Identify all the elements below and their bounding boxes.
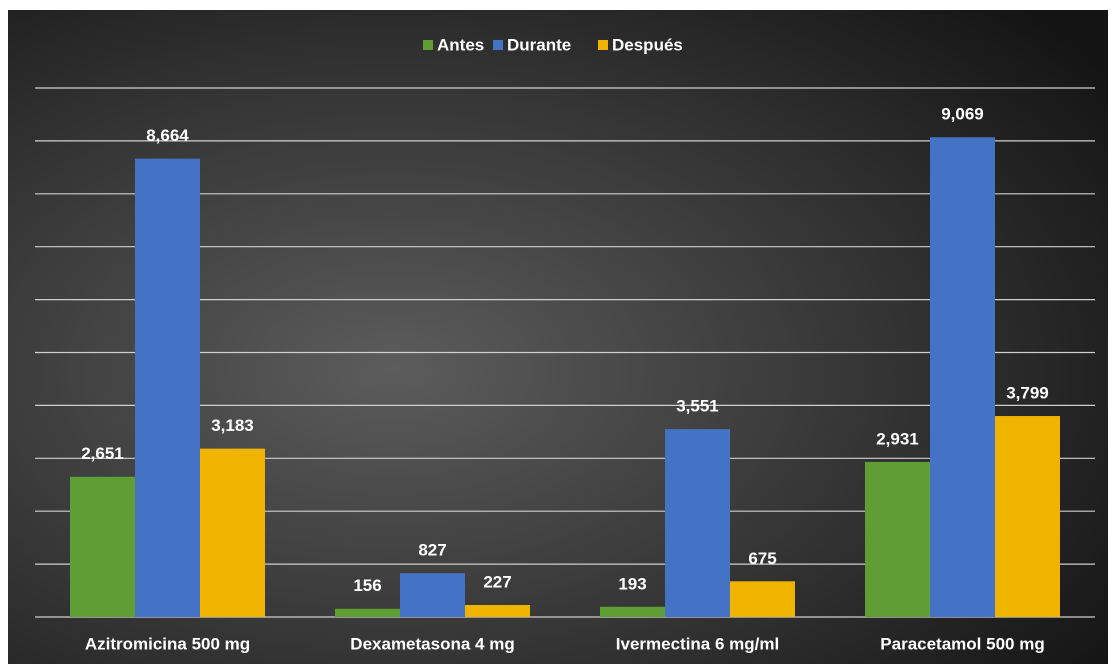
bar — [600, 606, 665, 617]
x-tick-label: Ivermectina 6 mg/ml — [616, 634, 779, 653]
data-label: 227 — [483, 572, 511, 591]
x-tick-label: Dexametasona 4 mg — [350, 634, 514, 653]
bar — [665, 429, 730, 617]
bar — [70, 476, 135, 617]
bar — [730, 581, 795, 617]
legend-label: Antes — [437, 35, 484, 54]
bar — [335, 608, 400, 617]
bar — [930, 137, 995, 618]
bar — [465, 604, 530, 617]
data-label: 3,183 — [211, 416, 254, 435]
legend-label: Después — [612, 35, 683, 54]
bar — [865, 461, 930, 617]
data-label: 827 — [418, 541, 446, 560]
data-label: 2,651 — [81, 444, 124, 463]
data-label: 675 — [748, 549, 776, 568]
data-label: 193 — [618, 574, 646, 593]
legend-swatch — [423, 40, 433, 50]
legend-label: Durante — [507, 35, 571, 54]
data-label: 3,551 — [676, 397, 719, 416]
bar — [400, 573, 465, 617]
data-label: 3,799 — [1006, 384, 1049, 403]
legend-swatch — [493, 40, 503, 50]
x-tick-label: Paracetamol 500 mg — [880, 634, 1044, 653]
bar — [135, 158, 200, 618]
x-tick-label: Azitromicina 500 mg — [85, 634, 250, 653]
data-label: 2,931 — [876, 429, 919, 448]
data-label: 9,069 — [941, 105, 984, 124]
bar — [995, 416, 1060, 617]
legend-swatch — [598, 40, 608, 50]
bar — [200, 448, 265, 617]
data-label: 8,664 — [146, 126, 189, 145]
data-label: 156 — [353, 576, 381, 595]
